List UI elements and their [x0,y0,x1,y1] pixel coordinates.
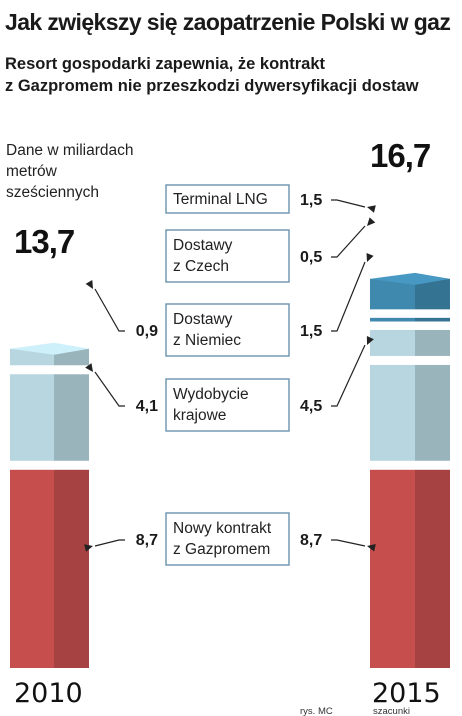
legend-label-wydobycie-krajowe-1: Wydobycie [173,386,249,403]
value-2015-terminal-lng: 1,5 [300,192,322,209]
value-2010-nowy-kontrakt: 8,7 [136,532,158,549]
bar-2015-niemcy [370,329,415,356]
credit-label: rys. MC [300,706,333,716]
bar-2010-wydobycie-krajowe [10,374,54,461]
chart-title: Jak zwiększy się zaopatrzenie Polski w g… [5,9,451,35]
arrowhead-2015-czechy [367,217,376,226]
x-tick-2010: 2010 [14,678,83,709]
bar-2015-czechy-side [415,317,450,322]
value-2010-wydobycie-krajowe: 4,1 [136,398,158,415]
legend-label-terminal-lng-1: Terminal LNG [173,191,268,208]
units-line-3: sześciennych [6,184,100,201]
bar-2010-nowy-kontrakt-side [54,469,89,668]
arrow-2010-wydobycie-krajowe [94,371,125,407]
bar-2015-nowy-kontrakt [370,469,415,668]
arrowhead-2015-niemcy [366,253,374,262]
bar-2010-wydobycie-krajowe-side [54,374,89,461]
units-line-1: Dane w miliardach [6,142,134,159]
arrow-2015-niemcy [331,261,366,332]
arrow-2015-czechy [331,225,366,258]
arrow-2015-terminal-lng [331,199,366,208]
value-2015-nowy-kontrakt: 8,7 [300,532,322,549]
bar-2010-nowy-kontrakt [10,469,54,668]
bar-2015-czechy [370,317,415,322]
bar-2010-top [10,342,89,355]
bar-2015-wydobycie-krajowe-side [415,364,450,461]
legend-label-niemcy-1: Dostawy [173,311,233,328]
legend-label-nowy-kontrakt-1: Nowy kontrakt [173,520,272,537]
legend-box-czechy [165,229,290,283]
arrowhead-2010-nowy-kontrakt [84,544,93,552]
arrow-2010-niemcy [94,288,125,332]
units-line-2: metrów [6,163,57,180]
total-2015: 16,7 [370,137,430,174]
chart-subtitle-line-2: z Gazpromem nie przeszkodzi dywersyfikac… [5,77,419,95]
legend-label-niemcy-2: z Niemiec [173,332,241,349]
arrowhead-2015-terminal-lng [367,205,376,213]
arrow-2015-wydobycie-krajowe [331,344,366,407]
arrowhead-2010-niemcy [85,280,93,289]
arrow-2010-nowy-kontrakt [94,539,125,547]
value-2010-niemcy: 0,9 [136,323,158,340]
legend-box-terminal-lng [165,184,290,214]
bar-2015-terminal-lng [370,278,415,310]
chart-subtitle-line-1: Resort gospodarki zapewnia, że kontrakt [5,55,325,73]
arrowhead-2010-wydobycie-krajowe [85,363,93,372]
legend-label-nowy-kontrakt-2: z Gazpromem [173,541,270,558]
note-2015-label: szacunki [373,706,410,716]
units-note: Dane w miliardach metrów sześciennych [6,140,134,203]
arrowhead-2015-nowy-kontrakt [367,543,376,552]
bar-2015-nowy-kontrakt-side [415,469,450,668]
value-2015-wydobycie-krajowe: 4,5 [300,398,322,415]
total-2010: 13,7 [14,223,74,260]
bar-2015-top [370,272,450,285]
legend-label-wydobycie-krajowe-2: krajowe [173,407,226,424]
value-2015-niemcy: 1,5 [300,323,322,340]
value-2015-czechy: 0,5 [300,249,322,266]
bar-2015-wydobycie-krajowe [370,364,415,461]
legend-box-nowy-kontrakt [165,512,290,566]
legend-label-czechy-2: z Czech [173,258,229,275]
bar-2015-terminal-lng-side [415,278,450,310]
arrowhead-2015-wydobycie-krajowe [366,336,374,345]
bar-2015-niemcy-side [415,329,450,356]
legend-label-czechy-1: Dostawy [173,237,233,254]
legend-box-wydobycie-krajowe [165,378,290,432]
x-tick-2015: 2015 [372,678,441,709]
arrow-2015-nowy-kontrakt [331,539,366,547]
legend-box-niemcy [165,303,290,357]
